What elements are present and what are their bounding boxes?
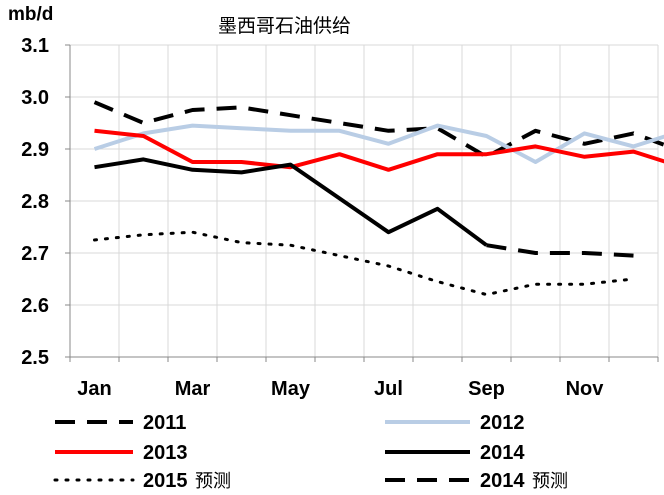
x-tick-label: Jul [374, 378, 403, 400]
legend-label: 2014 [480, 442, 525, 464]
x-tick-label: Mar [175, 378, 211, 400]
legend-label: 2014 [480, 470, 525, 492]
legend-label-suffix: 预测 [532, 471, 568, 492]
series-line-2011 [93, 100, 664, 159]
series-line-2015-forecast [93, 230, 635, 297]
y-tick-label: 3.1 [21, 35, 49, 57]
legend-label-suffix: 预测 [195, 471, 231, 492]
chart-title: 墨西哥石油供给 [218, 15, 352, 37]
x-tick-label: Sep [468, 378, 505, 400]
y-tick-labels: 2.5 2.6 2.7 2.8 2.9 3.0 3.1 [21, 35, 49, 369]
series-line-2013 [94, 128, 664, 172]
y-tick-label: 2.6 [21, 295, 49, 317]
series-lines [93, 100, 664, 297]
series-line-2014-forecast [486, 243, 634, 258]
y-unit-label: mb/d [8, 4, 54, 25]
y-tick-label: 2.7 [21, 243, 49, 265]
y-tick-label: 3.0 [21, 87, 49, 109]
y-tick-label: 2.9 [21, 139, 49, 161]
y-tick-label: 2.8 [21, 191, 49, 213]
x-tick-label: Jan [77, 378, 111, 400]
legend-label: 2012 [480, 412, 525, 434]
series-line-2012 [93, 123, 664, 164]
x-tick-labels: JanMarMayJulSepNovJan [77, 378, 605, 400]
y-tick-label: 2.5 [21, 347, 49, 369]
legend-label: 2015 [143, 470, 188, 492]
axes [65, 44, 659, 362]
legend-label: 2013 [143, 442, 188, 464]
legend-label: 2011 [143, 412, 186, 434]
series-line-2014 [94, 157, 488, 247]
grid-lines [69, 44, 659, 357]
legend: 2011 2012 2013 2014 2015 预测 2014 预测 [53, 412, 568, 492]
x-tick-label: May [271, 378, 311, 400]
x-tick-label: Nov [566, 378, 605, 400]
